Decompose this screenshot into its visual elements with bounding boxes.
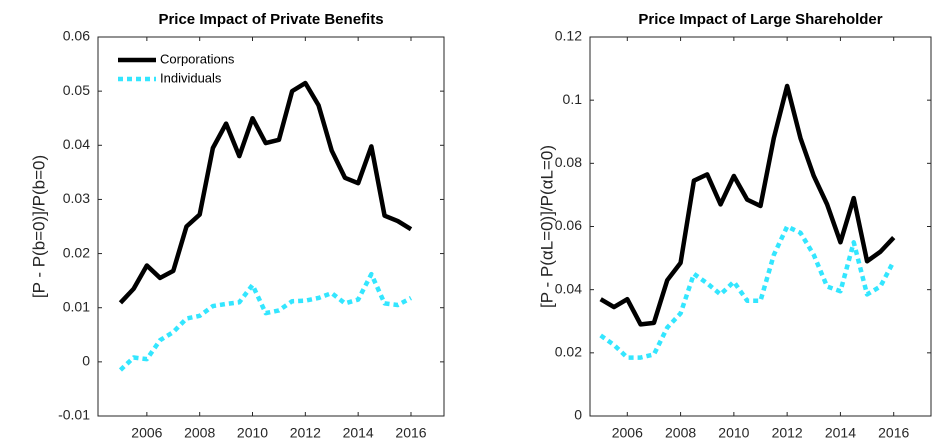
y-tick-label: 0.01 bbox=[63, 298, 90, 314]
y-tick-label: -0.01 bbox=[58, 407, 90, 423]
x-tick-label: 2010 bbox=[718, 425, 749, 439]
x-tick-label: 2012 bbox=[772, 425, 803, 439]
x-tick-label: 2016 bbox=[878, 425, 909, 439]
plot-frame bbox=[589, 36, 932, 417]
y-tick-label: 0.02 bbox=[555, 344, 582, 360]
y-tick-label: 0.04 bbox=[63, 136, 90, 152]
x-tick-label: 2006 bbox=[612, 425, 643, 439]
x-tick-label: 2008 bbox=[665, 425, 696, 439]
y-tick-label: 0.06 bbox=[555, 217, 582, 233]
chart-title: Price Impact of Large Shareholder bbox=[638, 11, 882, 28]
legend-label: Corporations bbox=[160, 51, 235, 66]
y-tick-label: 0 bbox=[82, 353, 90, 369]
x-tick-label: 2012 bbox=[290, 425, 321, 439]
y-axis-label: [P - P(αL=0)]/P(αL=0) bbox=[537, 145, 556, 308]
plot-frame bbox=[97, 36, 445, 417]
series-line bbox=[599, 224, 896, 360]
x-tick-label: 2014 bbox=[343, 425, 374, 439]
y-tick-label: 0.06 bbox=[63, 28, 90, 44]
x-tick-label: 2016 bbox=[395, 425, 426, 439]
x-tick-label: 2010 bbox=[237, 425, 268, 439]
series-line bbox=[599, 83, 896, 327]
y-tick-label: 0.05 bbox=[63, 82, 90, 98]
x-tick-label: 2006 bbox=[131, 425, 162, 439]
legend-label: Individuals bbox=[160, 70, 222, 85]
chart-title: Price Impact of Private Benefits bbox=[158, 11, 383, 28]
series-line bbox=[118, 271, 413, 372]
y-tick-label: 0.03 bbox=[63, 190, 90, 206]
y-tick-label: 0.08 bbox=[555, 154, 582, 170]
series-line bbox=[118, 80, 413, 305]
y-tick-label: 0.12 bbox=[555, 28, 582, 44]
y-tick-label: 0.02 bbox=[63, 244, 90, 260]
y-axis-label: [P - P(b=0)]/P(b=0) bbox=[29, 155, 48, 298]
y-tick-label: 0 bbox=[574, 407, 582, 423]
x-tick-label: 2008 bbox=[184, 425, 215, 439]
y-tick-label: 0.1 bbox=[563, 91, 583, 107]
x-tick-label: 2014 bbox=[825, 425, 856, 439]
y-tick-label: 0.04 bbox=[555, 280, 582, 296]
